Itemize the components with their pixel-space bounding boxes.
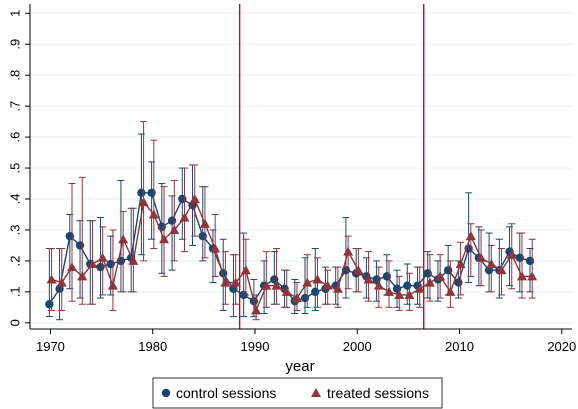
data-point-treated (312, 274, 323, 284)
legend-label-control: control sessions (176, 385, 276, 401)
data-point-treated (199, 218, 210, 228)
data-point-treated (394, 289, 405, 299)
data-point-treated (516, 271, 527, 281)
data-point-treated (363, 274, 374, 284)
data-point-control (300, 293, 310, 303)
data-point-treated (291, 293, 302, 303)
y-tick-label: .7 (7, 101, 22, 112)
x-tick-label: 2000 (343, 339, 372, 354)
data-point-treated (87, 259, 98, 268)
y-tick-label: .3 (7, 225, 22, 236)
data-point-treated (169, 224, 180, 234)
data-point-treated (404, 289, 415, 299)
x-tick-label: 1990 (241, 339, 270, 354)
data-point-treated (476, 252, 487, 262)
series-line-treated (51, 197, 533, 313)
data-point-treated (455, 259, 466, 268)
data-point-control (423, 269, 432, 278)
y-tick-label: .6 (7, 132, 22, 143)
data-point-treated (435, 271, 446, 281)
legend-box (152, 377, 443, 409)
data-point-control (311, 287, 320, 297)
data-point-treated (261, 280, 272, 290)
data-point-treated (107, 280, 118, 290)
data-point-treated (220, 277, 231, 287)
data-point-treated (189, 194, 200, 203)
data-point-treated (97, 252, 108, 262)
data-point-treated (384, 286, 395, 296)
series-group (45, 121, 538, 321)
reference-lines (238, 4, 425, 329)
data-point-control (515, 253, 524, 263)
data-point-control (96, 262, 105, 272)
data-point-treated (332, 283, 343, 293)
y-tick-label: .2 (7, 255, 22, 266)
x-tick-label: 1980 (138, 339, 167, 354)
data-point-treated (56, 277, 67, 287)
y-tick-label: .1 (7, 286, 22, 297)
data-point-treated (240, 265, 251, 275)
data-point-treated (128, 255, 139, 265)
x-tick-label: 2010 (445, 339, 474, 354)
data-point-control (198, 231, 207, 241)
x-tick-label: 2020 (547, 339, 576, 354)
data-point-treated (424, 277, 435, 287)
data-point-treated (77, 271, 88, 281)
data-point-control (403, 281, 412, 290)
data-point-control (525, 256, 535, 266)
series-treated (46, 121, 538, 321)
y-tick-label: .4 (7, 194, 22, 205)
data-point-treated (302, 277, 313, 287)
tick-labels: 0 .1 .2 .3 .4 .5 .6 .7 .8 .9 1 1970 1980 1990 2000 2010… (7, 10, 576, 354)
data-point-treated (281, 286, 292, 296)
y-tick-label: .9 (7, 39, 22, 50)
data-point-treated (353, 265, 364, 275)
data-point-treated (118, 234, 129, 244)
data-point-control (147, 188, 156, 198)
data-point-treated (343, 246, 354, 256)
data-point-control (137, 188, 146, 198)
data-point-control (65, 231, 75, 241)
data-point-treated (210, 243, 221, 253)
data-point-treated (271, 280, 282, 290)
data-point-control (106, 259, 115, 269)
data-point-treated (465, 231, 476, 241)
data-point-treated (138, 197, 149, 207)
data-point-treated (148, 209, 159, 219)
y-tick-label: 1 (7, 10, 22, 17)
data-point-treated (251, 305, 262, 315)
data-point-treated (159, 234, 170, 244)
data-point-control (178, 194, 187, 204)
data-point-treated (414, 283, 425, 293)
legend-marker-treated (311, 388, 321, 397)
data-point-control (382, 272, 392, 281)
y-tick-label: .5 (7, 163, 22, 174)
data-point-treated (46, 274, 57, 284)
data-point-control (45, 300, 54, 309)
data-point-treated (445, 286, 456, 296)
y-tick-label: 0 (7, 319, 22, 326)
legend-label-treated: treated sessions (327, 385, 429, 401)
data-point-treated (230, 277, 241, 287)
data-point-treated (506, 249, 517, 259)
legend: control sessions treated sessions (152, 377, 443, 409)
data-point-treated (486, 259, 497, 268)
data-point-treated (527, 271, 538, 281)
x-axis-title: year (285, 358, 314, 375)
data-point-treated (67, 262, 78, 272)
data-point-treated (496, 265, 507, 275)
data-point-treated (322, 280, 333, 290)
data-point-control (167, 216, 177, 225)
y-tick-label: .8 (7, 70, 22, 81)
legend-marker-control (161, 388, 171, 398)
data-point-control (443, 265, 453, 275)
data-point-treated (373, 280, 384, 290)
data-point-control (75, 241, 85, 250)
data-point-treated (179, 212, 190, 222)
x-tick-label: 1970 (36, 339, 65, 354)
axes (29, 4, 572, 330)
